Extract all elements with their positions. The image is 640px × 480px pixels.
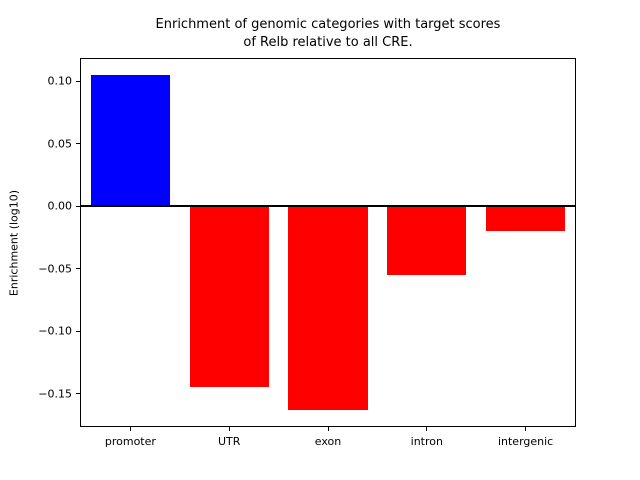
y-tick-mark [76, 393, 80, 395]
plot-area [80, 58, 576, 427]
chart-title-line1: Enrichment of genomic categories with ta… [155, 17, 501, 32]
zero-line [81, 205, 575, 208]
chart-title-line2: of Relb relative to all CRE. [243, 34, 413, 50]
y-tick-label--0.15: −0.15 [38, 387, 72, 401]
x-tick-mark [129, 427, 131, 431]
x-tick-label-promoter: promoter [104, 435, 156, 448]
y-tick-label-0.1: 0.10 [47, 74, 73, 88]
y-axis-label: Enrichment (log10) [7, 189, 21, 297]
bar-UTR [189, 206, 269, 388]
bar-exon [288, 206, 368, 410]
x-tick-label-exon: exon [314, 435, 342, 448]
y-tick-label--0.05: −0.05 [38, 262, 72, 276]
bar-promoter [90, 75, 170, 207]
x-tick-label-intron: intron [410, 435, 443, 448]
y-tick-mark [76, 205, 80, 207]
x-tick-label-intergenic: intergenic [497, 435, 554, 448]
y-tick-mark [76, 143, 80, 145]
y-tick-label-0.05: 0.05 [47, 137, 73, 151]
y-tick-mark [76, 268, 80, 270]
y-tick-label-0: 0.00 [47, 199, 73, 213]
bar-intergenic [486, 206, 566, 232]
y-tick-mark [76, 330, 80, 332]
x-tick-mark [327, 427, 329, 431]
bar-intron [387, 206, 467, 275]
y-tick-label--0.1: −0.10 [38, 324, 72, 338]
chart-title: Enrichment of genomic categories with ta… [80, 16, 576, 51]
x-tick-label-UTR: UTR [217, 435, 241, 448]
y-tick-mark [76, 80, 80, 82]
x-tick-mark [525, 427, 527, 431]
x-tick-mark [426, 427, 428, 431]
x-tick-mark [228, 427, 230, 431]
